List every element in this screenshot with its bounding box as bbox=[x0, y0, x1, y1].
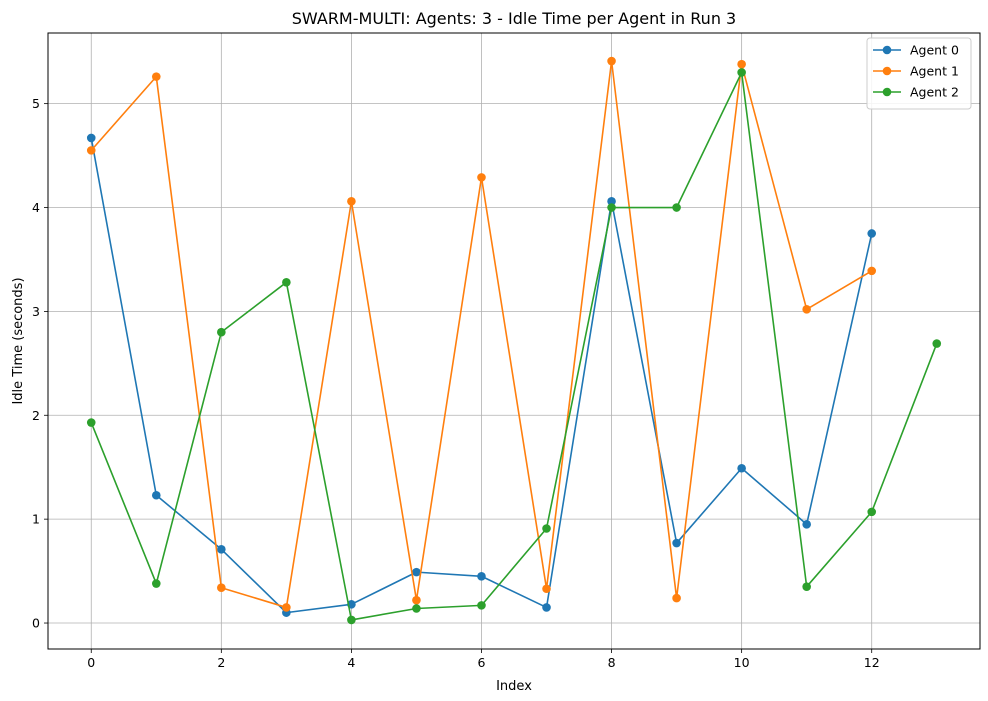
agent-2-point bbox=[217, 327, 226, 337]
agent-0-point bbox=[672, 538, 681, 548]
legend-agent-0-marker bbox=[882, 45, 892, 55]
y-tick-label: 5 bbox=[32, 96, 40, 111]
agent-2-point bbox=[151, 579, 161, 588]
agent-1-point bbox=[737, 59, 746, 69]
series-agent-1 bbox=[86, 56, 877, 612]
agent-2-point bbox=[282, 278, 291, 287]
agent-2-point bbox=[477, 601, 486, 610]
agent-0-point bbox=[737, 463, 746, 473]
legend-agent-1-label: Agent 1 bbox=[910, 64, 959, 79]
agent-1-point bbox=[672, 593, 681, 603]
agent-2-point bbox=[412, 604, 421, 613]
agent-1-point bbox=[347, 196, 356, 206]
agent-1-point bbox=[867, 266, 877, 276]
agent-1-point bbox=[151, 72, 161, 81]
agent-1-point bbox=[86, 146, 96, 155]
agent-2-point bbox=[932, 339, 942, 348]
agent-1-point bbox=[542, 584, 551, 594]
chart-title: SWARM-MULTI: Agents: 3 - Idle Time per A… bbox=[292, 9, 736, 28]
agent-2-point bbox=[86, 418, 96, 427]
agent-0-point bbox=[477, 571, 486, 581]
agent-1-point bbox=[607, 56, 616, 66]
y-tick-label: 1 bbox=[32, 512, 40, 527]
legend-agent-2-marker bbox=[882, 87, 892, 97]
agent-0-point bbox=[217, 544, 226, 554]
agent-0-point bbox=[867, 229, 877, 238]
agent-0-point bbox=[802, 520, 811, 529]
grid bbox=[48, 33, 980, 649]
x-tick-label: 6 bbox=[478, 655, 486, 670]
agent-2-line bbox=[90, 71, 938, 621]
x-tick-label: 4 bbox=[347, 655, 355, 670]
agent-2-point bbox=[737, 68, 746, 77]
agent-1-point bbox=[477, 173, 486, 182]
agent-2-point bbox=[867, 507, 877, 517]
legend-agent-2-label: Agent 2 bbox=[910, 85, 959, 100]
agent-2-point bbox=[347, 615, 356, 625]
agent-2-point bbox=[672, 203, 681, 212]
x-axis-label: Index bbox=[496, 679, 532, 694]
x-tick-label: 10 bbox=[734, 655, 750, 670]
plot-frame bbox=[47, 32, 981, 650]
y-tick-label: 4 bbox=[32, 200, 40, 215]
y-tick-label: 2 bbox=[32, 408, 40, 423]
agent-0-point bbox=[607, 196, 616, 206]
agent-0-point bbox=[542, 603, 551, 612]
agent-2-point bbox=[607, 203, 616, 212]
series-agent-2 bbox=[86, 68, 942, 625]
y-tick-label: 3 bbox=[32, 304, 40, 319]
x-tick-label: 0 bbox=[87, 655, 95, 670]
agent-1-point bbox=[802, 305, 811, 314]
legend-agent-0-label: Agent 0 bbox=[910, 43, 959, 58]
agent-2-point bbox=[542, 524, 551, 533]
series-layer bbox=[86, 56, 942, 625]
agent-0-point bbox=[86, 133, 96, 143]
x-tick-label: 8 bbox=[608, 655, 616, 670]
y-axis-label: Idle Time (seconds) bbox=[11, 277, 26, 404]
agent-2-point bbox=[802, 582, 811, 591]
agent-1-point bbox=[282, 603, 291, 612]
agent-1-point bbox=[217, 583, 226, 593]
legend: Agent 0 Agent 1 Agent 2 bbox=[866, 37, 972, 110]
legend-agent-1-marker bbox=[882, 66, 892, 76]
y-tick-label: 0 bbox=[32, 616, 40, 631]
agent-0-point bbox=[412, 567, 421, 577]
x-tick-label: 2 bbox=[217, 655, 225, 670]
x-tick-label: 12 bbox=[864, 655, 880, 670]
agent-0-point bbox=[151, 490, 161, 500]
agent-1-point bbox=[412, 595, 421, 605]
